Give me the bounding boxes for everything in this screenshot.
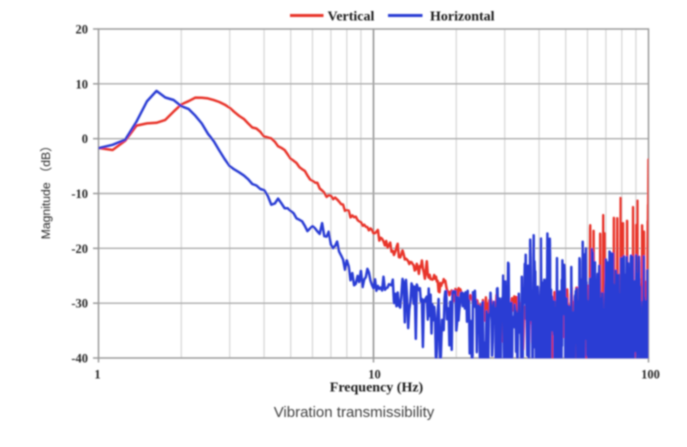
svg-text:100: 100 — [641, 368, 660, 382]
svg-text:Horizontal: Horizontal — [430, 10, 495, 25]
svg-text:Frequency (Hz): Frequency (Hz) — [330, 381, 424, 396]
svg-text:1: 1 — [94, 368, 100, 382]
svg-text:0: 0 — [82, 132, 88, 146]
svg-text:-10: -10 — [71, 187, 88, 201]
svg-text:Vertical: Vertical — [328, 10, 375, 25]
svg-text:-30: -30 — [71, 297, 88, 311]
svg-text:10: 10 — [76, 77, 89, 91]
svg-text:10: 10 — [368, 368, 381, 382]
svg-text:20: 20 — [76, 23, 89, 37]
svg-text:Vibration transmissibility: Vibration transmissibility — [274, 404, 435, 421]
svg-text:Magnitude （dB）: Magnitude （dB） — [39, 140, 53, 240]
svg-text:-20: -20 — [71, 242, 88, 256]
svg-text:-40: -40 — [71, 352, 88, 366]
